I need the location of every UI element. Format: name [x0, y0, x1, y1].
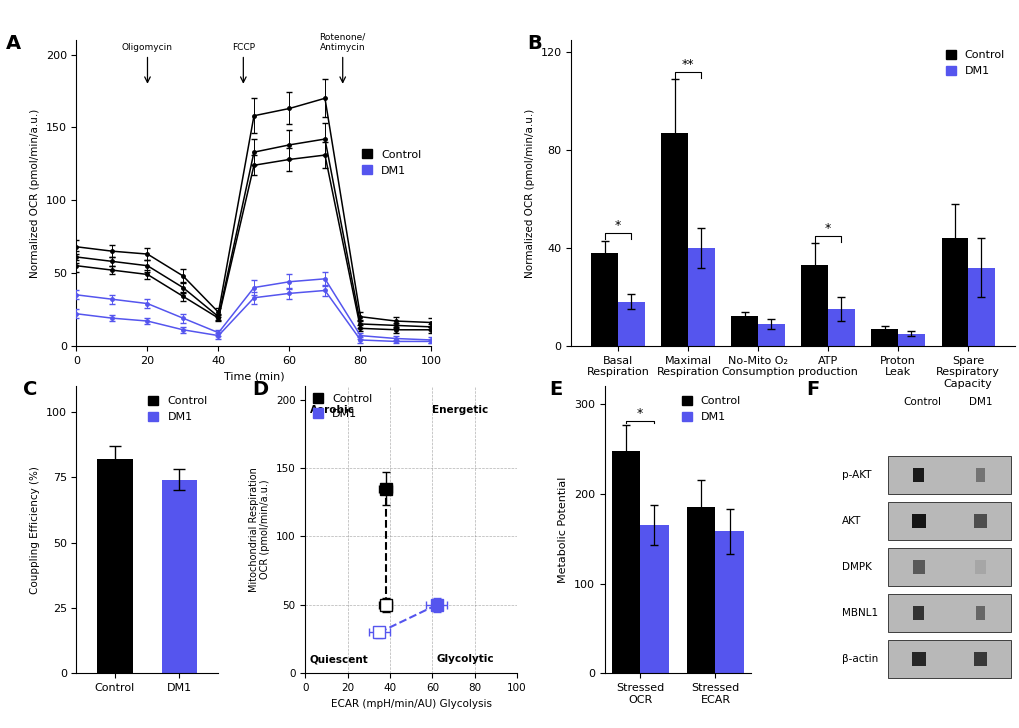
Text: β-actin: β-actin: [841, 654, 877, 664]
Text: DMPK: DMPK: [841, 562, 871, 572]
Bar: [660, 133, 688, 346]
Bar: [974, 606, 984, 620]
Bar: [975, 468, 984, 482]
Y-axis label: Metabolic Potential: Metabolic Potential: [558, 476, 568, 583]
Bar: [887, 641, 1011, 678]
Text: C: C: [22, 380, 38, 399]
Bar: [714, 531, 743, 673]
Bar: [870, 328, 897, 346]
Text: p-AKT: p-AKT: [841, 470, 870, 480]
Legend: Control, DM1: Control, DM1: [311, 392, 374, 422]
Text: *: *: [637, 408, 643, 421]
Text: Control: Control: [903, 397, 941, 408]
Text: Glycolytic: Glycolytic: [436, 654, 494, 665]
Bar: [731, 317, 757, 346]
X-axis label: ECAR (mpH/min/AU) Glycolysis: ECAR (mpH/min/AU) Glycolysis: [330, 699, 491, 708]
Bar: [973, 514, 985, 528]
Bar: [912, 560, 924, 574]
Bar: [887, 502, 1011, 539]
Y-axis label: Normalized OCR (pmol/min/a.u.): Normalized OCR (pmol/min/a.u.): [525, 108, 534, 277]
Text: DM1: DM1: [968, 397, 991, 408]
Text: Quiescent: Quiescent: [310, 654, 368, 665]
Legend: Control, DM1: Control, DM1: [144, 392, 212, 427]
Bar: [801, 265, 827, 346]
Legend: Control, DM1: Control, DM1: [358, 145, 426, 180]
Text: B: B: [527, 34, 541, 53]
Text: A: A: [5, 34, 20, 53]
Bar: [97, 459, 132, 673]
Text: D: D: [253, 380, 268, 399]
Bar: [688, 248, 714, 346]
Bar: [897, 333, 924, 346]
Bar: [973, 652, 985, 666]
Bar: [911, 652, 924, 666]
Bar: [911, 514, 924, 528]
Bar: [618, 302, 644, 346]
Bar: [887, 548, 1011, 586]
Text: Oligomycin: Oligomycin: [122, 43, 173, 52]
Text: FCCP: FCCP: [231, 43, 255, 52]
Text: AKT: AKT: [841, 516, 860, 526]
Bar: [912, 468, 923, 482]
Bar: [974, 560, 985, 574]
Text: MBNL1: MBNL1: [841, 608, 877, 618]
Text: Rotenone/
Antimycin: Rotenone/ Antimycin: [319, 32, 366, 52]
Text: Aerobic: Aerobic: [310, 405, 355, 415]
Bar: [887, 594, 1011, 632]
Text: Energetic: Energetic: [432, 405, 488, 415]
Bar: [967, 267, 994, 346]
Bar: [887, 456, 1011, 494]
Text: E: E: [549, 380, 562, 399]
Text: F: F: [806, 380, 819, 399]
Bar: [640, 525, 668, 673]
Bar: [941, 238, 967, 346]
Y-axis label: Normalized OCR (pmol/min/a.u.): Normalized OCR (pmol/min/a.u.): [31, 108, 40, 277]
Y-axis label: Mitochondrial Respiration
OCR (pmol/min/a.u.): Mitochondrial Respiration OCR (pmol/min/…: [249, 467, 270, 592]
X-axis label: Time (min): Time (min): [223, 371, 284, 381]
Text: *: *: [824, 221, 830, 234]
Text: **: **: [681, 58, 694, 71]
Bar: [161, 480, 197, 673]
Bar: [757, 324, 784, 346]
Bar: [827, 309, 854, 346]
Bar: [591, 253, 618, 346]
Bar: [912, 606, 923, 620]
Bar: [611, 451, 640, 673]
Text: *: *: [614, 219, 621, 232]
Legend: Control, DM1: Control, DM1: [677, 392, 745, 427]
Bar: [686, 507, 714, 673]
Legend: Control, DM1: Control, DM1: [941, 46, 1009, 81]
Y-axis label: Couppling Efficiency (%): Couppling Efficiency (%): [31, 466, 40, 593]
